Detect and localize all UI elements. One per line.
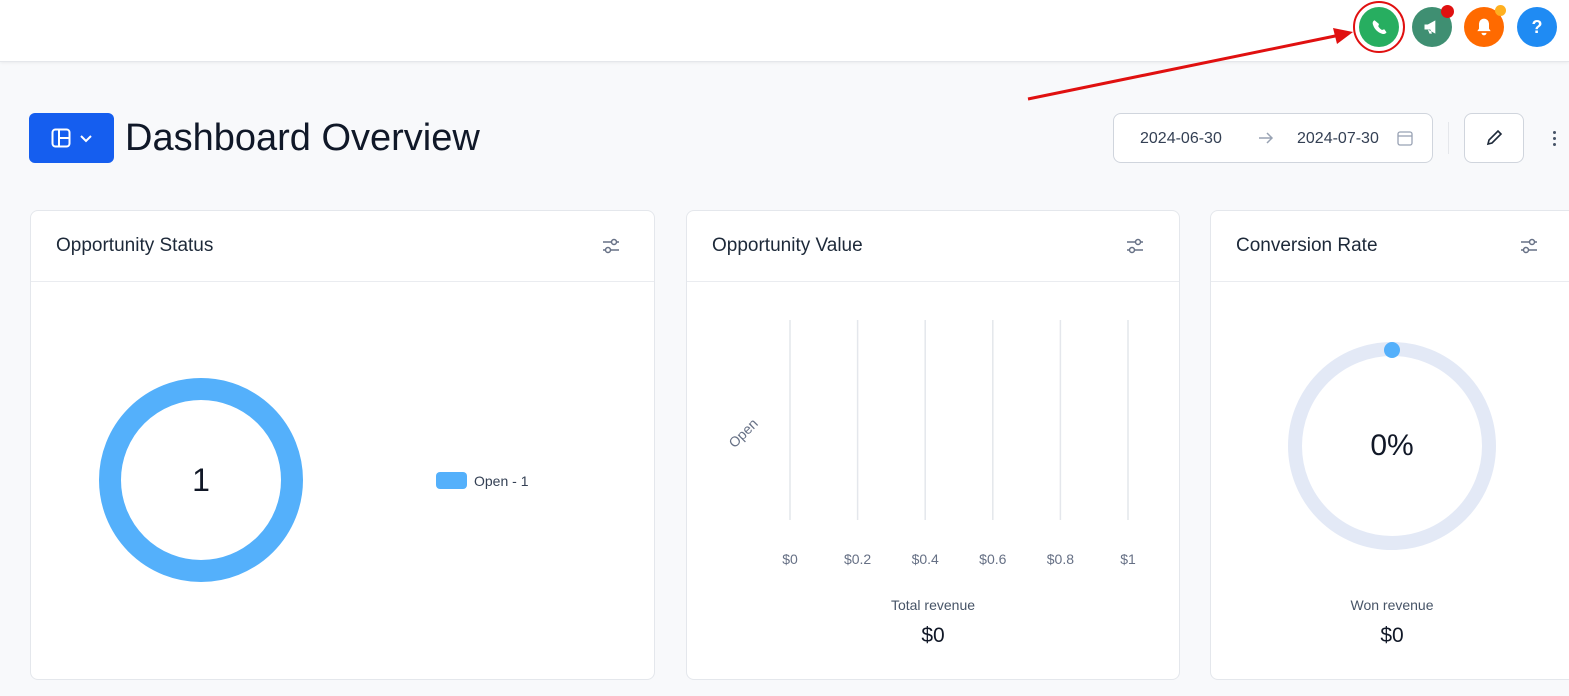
- megaphone-icon: [1424, 20, 1436, 34]
- layout-icon: [51, 128, 70, 148]
- date-range-picker[interactable]: 2024-06-30 2024-07-30: [1113, 113, 1433, 163]
- top-bar: ?: [0, 0, 1569, 62]
- x-tick-label: $0.8: [1046, 551, 1075, 567]
- x-tick-label: $0.6: [979, 551, 1007, 567]
- phone-icon: [1372, 20, 1387, 35]
- phone-button[interactable]: [1359, 7, 1399, 47]
- x-tick-label: $0.4: [911, 551, 939, 567]
- notification-badge: [1441, 5, 1454, 18]
- conversion-rate-card: Conversion Rate: [1210, 210, 1569, 680]
- divider: [1448, 122, 1449, 154]
- card-title: Conversion Rate: [1236, 235, 1378, 256]
- bell-icon: [1477, 18, 1491, 36]
- conversion-gauge: [1288, 342, 1496, 550]
- annotation-arrow: [1027, 1, 1405, 101]
- donut-center-value: 1: [192, 462, 210, 498]
- legend-label[interactable]: Open - 1: [474, 473, 529, 489]
- start-date[interactable]: 2024-06-30: [1140, 130, 1222, 147]
- announcements-button[interactable]: [1412, 5, 1454, 47]
- help-button[interactable]: ?: [1517, 7, 1557, 47]
- page-title: Dashboard Overview: [125, 117, 480, 159]
- filter-settings-icon[interactable]: [1125, 237, 1145, 255]
- help-icon: ?: [1531, 16, 1543, 37]
- x-tick-label: $0: [782, 551, 798, 567]
- chevron-down-icon: [79, 135, 92, 143]
- notifications-button[interactable]: [1464, 5, 1506, 47]
- opportunity-status-card: Opportunity Status: [30, 210, 655, 680]
- x-tick-label: $0.2: [843, 551, 872, 567]
- donut-chart: [99, 378, 303, 582]
- won-revenue-label: Won revenue: [1350, 597, 1434, 613]
- dot: [1552, 136, 1556, 140]
- total-revenue-label: Total revenue: [890, 597, 976, 613]
- gauge-progress-dot: [1384, 342, 1400, 358]
- card-title: Opportunity Value: [712, 235, 863, 256]
- conversion-value: 0%: [1370, 429, 1414, 462]
- dot: [1552, 130, 1556, 134]
- arrow-right-icon: [1259, 132, 1274, 144]
- card-title: Opportunity Status: [56, 235, 214, 256]
- dot: [1552, 142, 1556, 146]
- filter-settings-icon[interactable]: [1519, 237, 1539, 255]
- pencil-icon: [1486, 129, 1503, 146]
- more-options-button[interactable]: [1548, 125, 1560, 151]
- legend-swatch: [436, 472, 467, 489]
- opportunity-value-card: Opportunity Value: [686, 210, 1180, 680]
- calendar-icon: [1397, 131, 1413, 146]
- end-date[interactable]: 2024-07-30: [1297, 130, 1379, 147]
- edit-button[interactable]: [1464, 113, 1524, 163]
- layout-switcher-button[interactable]: [29, 113, 114, 163]
- notification-badge: [1495, 5, 1506, 16]
- filter-settings-icon[interactable]: [601, 237, 621, 255]
- won-revenue-value: $0: [1380, 624, 1404, 647]
- x-tick-label: $1: [1120, 551, 1136, 567]
- donut-slice-open[interactable]: [99, 378, 303, 582]
- total-revenue-value: $0: [921, 624, 945, 647]
